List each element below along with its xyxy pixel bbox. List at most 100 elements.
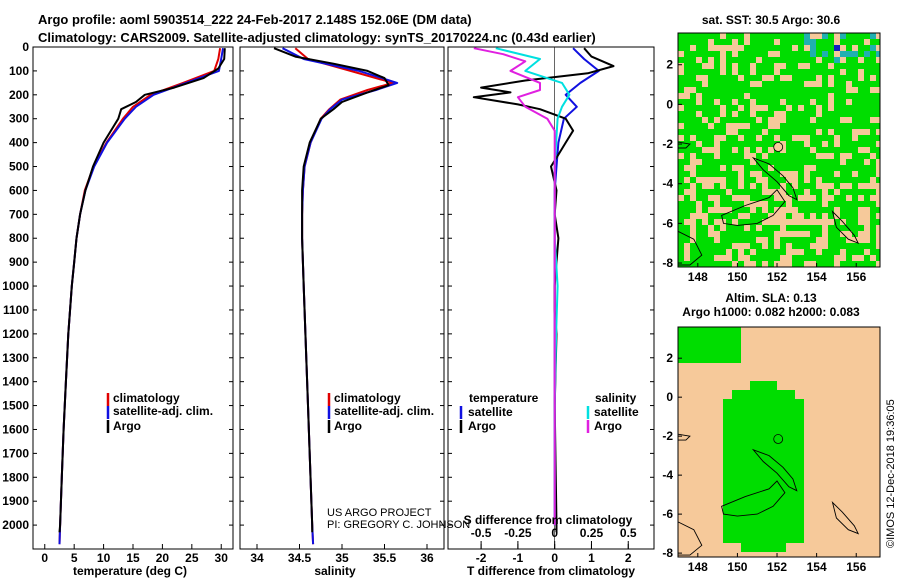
map-cell [726,51,732,57]
map-cell [828,189,834,195]
map-cell [714,354,723,363]
map-cell [762,249,768,255]
map-cell [690,51,696,57]
map-cell [870,201,876,207]
map-cell [852,201,858,207]
map-cell [792,39,798,45]
map-cell [702,159,708,165]
map-cell [870,219,876,225]
x-tick-label: 35.5 [373,551,397,565]
island-outline [721,188,786,226]
map-cell [876,255,880,261]
legend-label-satellite-adj: satellite-adj. clim. [113,404,213,418]
map-cell [810,183,816,189]
map-cell [870,189,876,195]
map-cell [870,171,876,177]
map-cell [738,207,744,213]
map-cell [723,534,732,543]
map-cell [723,525,732,534]
map-cell [858,105,864,111]
map-cell [696,123,702,129]
map-cell [768,63,774,69]
map-cell [846,129,852,135]
map-cell [732,231,738,237]
map-cell [834,111,840,117]
map-cell [804,183,810,189]
map-cell [816,87,822,93]
y-tick-label: 1100 [3,303,29,317]
map-cell [786,165,792,171]
map-cell [768,453,777,462]
map-cell [846,57,852,63]
map-cell [738,81,744,87]
map-cell [792,153,798,159]
map-cell [870,51,876,57]
map-cell [690,69,696,75]
map-cell [684,63,690,69]
map-cell [738,87,744,93]
map-cell [726,33,732,39]
map-cell [780,57,786,63]
map-cell [696,189,702,195]
x2-tick-label: 0 [551,526,558,540]
map-cell [690,111,696,117]
map-cell [870,105,876,111]
map-cell [714,69,720,75]
legend-label-sal-satellite: satellite [594,405,639,419]
map-cell [720,231,726,237]
map-cell [768,435,777,444]
map-cell [834,123,840,129]
map-cell [720,243,726,249]
map-cell [792,225,798,231]
map-cell [870,93,876,99]
map-cell [678,87,684,93]
y-tick-label: 2000 [2,518,29,532]
map-lon-label: 148 [688,270,708,284]
map-cell [741,525,750,534]
legend-label-salinity: salinity [595,391,637,405]
map-cell [828,237,834,243]
map-cell [732,177,738,183]
map-cell [864,153,870,159]
map-cell [684,153,690,159]
map-cell [840,75,846,81]
map-cell [846,249,852,255]
map-cell [774,225,780,231]
map-cell [756,111,762,117]
map-cell [804,201,810,207]
map-cell [852,39,858,45]
y-tick-label: 900 [9,255,29,269]
map-cell [777,525,786,534]
map-cell [870,69,876,75]
map-cell [744,171,750,177]
map-cell [822,123,828,129]
map-cell [804,213,810,219]
map-cell [732,489,741,498]
map-cell [816,63,822,69]
map-cell [732,87,738,93]
map-cell [852,189,858,195]
map-cell [834,105,840,111]
map-lon-label: 148 [688,560,708,574]
map-cell [723,480,732,489]
map-lat-label: -2 [662,429,673,443]
map-cell [690,123,696,129]
map-cell [690,177,696,183]
map-cell [822,147,828,153]
map-cell [702,249,708,255]
map-cell [840,261,846,267]
x-tick-label: 2 [625,551,632,565]
series-line-argo [273,47,390,533]
x-tick-label: 5 [71,551,78,565]
map-lon-label: 150 [727,270,747,284]
map-cell [720,237,726,243]
map-cell [768,543,777,552]
map-cell [846,141,852,147]
map-cell [876,105,880,111]
map-cell [834,201,840,207]
map-cell [810,93,816,99]
map-cell [762,45,768,51]
map-cell [768,381,777,390]
map-cell [777,417,786,426]
map-cell [846,177,852,183]
